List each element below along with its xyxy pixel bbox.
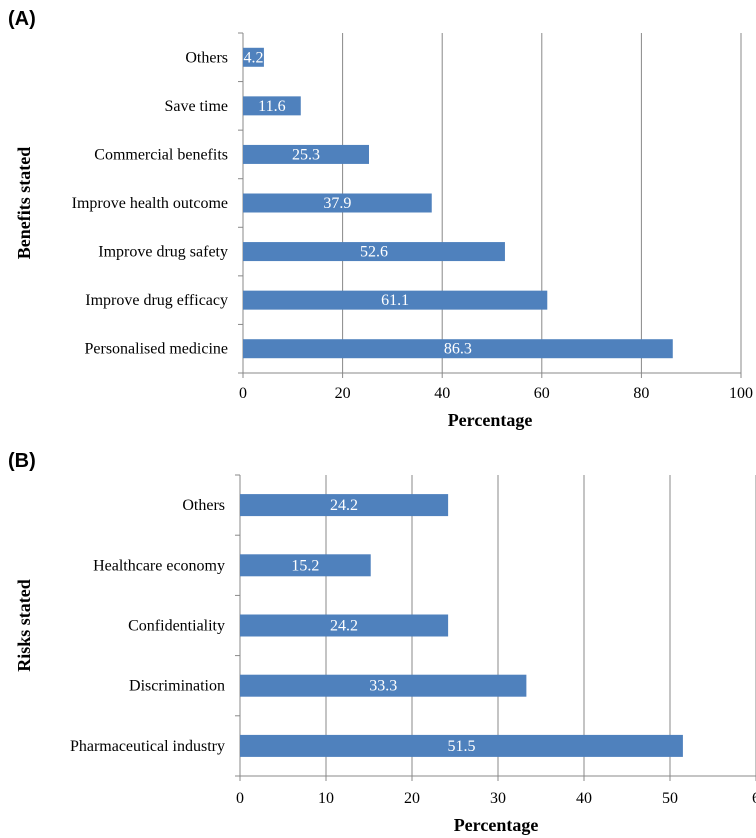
panel-a-data-label: 11.6: [258, 98, 285, 115]
panel-a-data-label: 86.3: [444, 341, 472, 358]
panel-b-category-label: Confidentiality: [128, 618, 225, 635]
panel-b-x-tick-label: 50: [662, 790, 678, 807]
panel-b-risks-chart: (B) 0 10 20 30 40 50 6 Others 24.2 Healthcare econ…: [8, 450, 756, 835]
panel-b-x-tick-label: 6: [752, 790, 756, 807]
panel-a-data-label: 52.6: [360, 244, 388, 261]
panel-a-bar: [243, 290, 548, 310]
panel-b-bar: [240, 674, 527, 697]
panel-b-bar: [240, 734, 683, 757]
panel-a-x-tick-label: 60: [534, 385, 550, 402]
panel-b-x-tick-label: 30: [490, 790, 506, 807]
panel-a-bar: [243, 144, 369, 164]
panel-b-y-axis-title: Risks stated: [14, 579, 34, 672]
panel-b-category-label: Healthcare economy: [93, 557, 225, 574]
panel-a-category-label: Personalised medicine: [84, 341, 228, 358]
panel-a-category-label: Improve health outcome: [72, 195, 228, 212]
panel-a-data-label: 61.1: [381, 292, 409, 309]
panel-b-data-label: 51.5: [447, 738, 475, 755]
panel-a-x-tick-label: 80: [633, 385, 649, 402]
panel-b-x-tick-label: 20: [404, 790, 420, 807]
panel-b-x-tick-label: 10: [318, 790, 334, 807]
panel-a-data-label: 25.3: [292, 146, 320, 163]
panel-a-bar: [243, 242, 505, 262]
panel-a-bar: [243, 47, 264, 67]
panel-b-category-label: Pharmaceutical industry: [70, 738, 225, 755]
panel-a-category-label: Others: [185, 49, 228, 66]
panel-b-x-axis-title: Percentage: [454, 815, 539, 835]
panel-b-bar: [240, 614, 449, 637]
panel-a-y-axis-title: Benefits stated: [14, 147, 34, 259]
panel-a-x-tick-label: 40: [434, 385, 450, 402]
panel-a-x-tick-label: 0: [239, 385, 247, 402]
panel-b-data-label: 15.2: [291, 557, 319, 574]
panel-a-category-label: Save time: [164, 98, 228, 115]
panel-a-category-label: Improve drug efficacy: [85, 292, 228, 309]
panel-a-category-label: Commercial benefits: [94, 146, 228, 163]
panel-b-category-label: Others: [182, 497, 225, 514]
panel-b-data-label: 24.2: [330, 497, 358, 514]
panel-b-x-tick-label: 0: [236, 790, 244, 807]
panel-a-label: (A): [8, 8, 36, 30]
panel-a-category-label: Improve drug safety: [98, 244, 228, 261]
panel-a-x-axis-title: Percentage: [448, 410, 533, 430]
panel-a-benefits-chart: (A) 0 20 40 60 80 100 Others 4.2 Save time 11.6 Com…: [8, 8, 753, 430]
panel-a-x-tick-label: 20: [335, 385, 351, 402]
panel-b-label: (B): [8, 450, 36, 472]
panel-b-data-label: 33.3: [369, 678, 397, 695]
panel-a-data-label: 4.2: [243, 49, 263, 66]
panel-b-bar: [240, 494, 449, 517]
panel-a-bar: [243, 193, 432, 213]
panel-b-data-label: 24.2: [330, 618, 358, 635]
panel-a-data-label: 37.9: [323, 195, 351, 212]
panel-b-category-label: Discrimination: [129, 678, 225, 695]
panel-a-bar: [243, 96, 301, 116]
panel-b-x-tick-label: 40: [576, 790, 592, 807]
panel-a-x-tick-label: 100: [729, 385, 753, 402]
panel-b-bar: [240, 554, 371, 577]
panel-a-bar: [243, 339, 673, 359]
